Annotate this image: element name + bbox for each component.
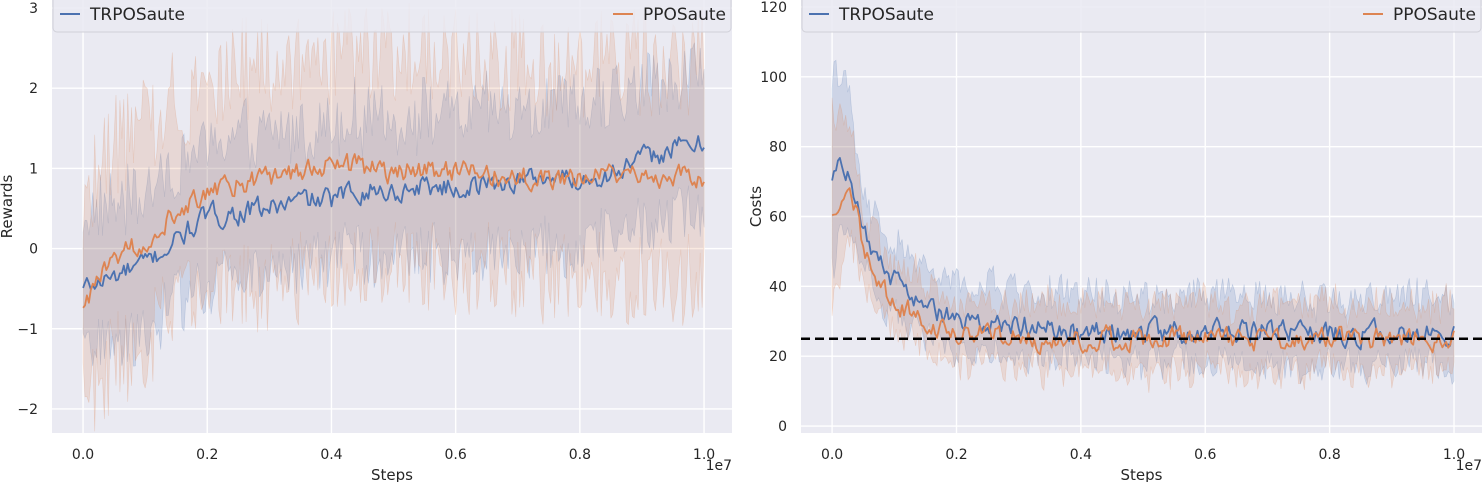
y-tick-label: −2 bbox=[17, 402, 38, 418]
y-axis-label: Rewards bbox=[0, 174, 16, 238]
y-tick-label: 0 bbox=[778, 419, 787, 435]
x-tick-label: 0.8 bbox=[569, 447, 591, 463]
x-tick-label: 0.8 bbox=[1318, 447, 1340, 463]
x-axis-label: Steps bbox=[1121, 466, 1163, 482]
y-tick-label: −1 bbox=[17, 322, 38, 338]
rewards-panel: 0.0 0.2 0.4 0.6 0.8 1.0 −2 −1 0 1 2 3 1e7 Steps Reward… bbox=[0, 0, 732, 482]
x-tick-label: 1.0 bbox=[693, 447, 715, 463]
band-TRPOSaute bbox=[831, 59, 1455, 386]
legend: TRPOSaute PPOSaute bbox=[52, 0, 732, 33]
x-tick-label: 0.2 bbox=[196, 447, 218, 463]
y-axis-label: Costs bbox=[747, 186, 765, 227]
legend-entry: PPOSaute bbox=[1393, 5, 1476, 25]
x-axis-label: Steps bbox=[371, 466, 413, 482]
y-tick-label: 20 bbox=[769, 349, 787, 365]
plot-area bbox=[52, 0, 732, 433]
band-PPOSaute bbox=[831, 97, 1455, 393]
x-tick-label: 0.6 bbox=[445, 447, 467, 463]
y-tick-label: 2 bbox=[29, 81, 38, 97]
x-tick-label: 1.0 bbox=[1443, 447, 1465, 463]
costs-panel: 0.0 0.2 0.4 0.6 0.8 1.0 0 20 40 60 80 100 120 1e7 Step… bbox=[747, 0, 1482, 482]
y-tick-label: 40 bbox=[769, 279, 787, 295]
y-tick-label: 3 bbox=[29, 1, 38, 17]
x-tick-label: 0.6 bbox=[1194, 447, 1216, 463]
y-tick-label: 0 bbox=[29, 242, 38, 258]
band-PPOSaute bbox=[82, 2, 705, 432]
x-tick-label: 0.4 bbox=[320, 447, 342, 463]
x-tick-label: 0.0 bbox=[72, 447, 94, 463]
legend-entry: PPOSaute bbox=[643, 5, 726, 25]
x-tick-label: 0.4 bbox=[1070, 447, 1092, 463]
legend: TRPOSaute PPOSaute bbox=[801, 0, 1482, 33]
legend-entry: TRPOSaute bbox=[838, 5, 934, 25]
y-tick-label: 1 bbox=[29, 161, 38, 177]
legend-box bbox=[52, 0, 732, 33]
y-tick-label: 100 bbox=[760, 70, 787, 86]
y-tick-label: 120 bbox=[760, 0, 787, 16]
x-tick-label: 0.2 bbox=[945, 447, 967, 463]
legend-entry: TRPOSaute bbox=[89, 5, 185, 25]
x-offset-label: 1e7 bbox=[1456, 458, 1482, 474]
y-tick-label: 80 bbox=[769, 140, 787, 156]
legend-box bbox=[801, 0, 1482, 33]
x-offset-label: 1e7 bbox=[706, 458, 732, 474]
x-tick-label: 0.0 bbox=[821, 447, 843, 463]
y-tick-label: 60 bbox=[769, 210, 787, 226]
band-TRPOSaute bbox=[82, 42, 705, 367]
line-PPOSaute bbox=[82, 153, 705, 309]
line-PPOSaute bbox=[831, 187, 1455, 356]
line-TRPOSaute bbox=[82, 135, 705, 291]
